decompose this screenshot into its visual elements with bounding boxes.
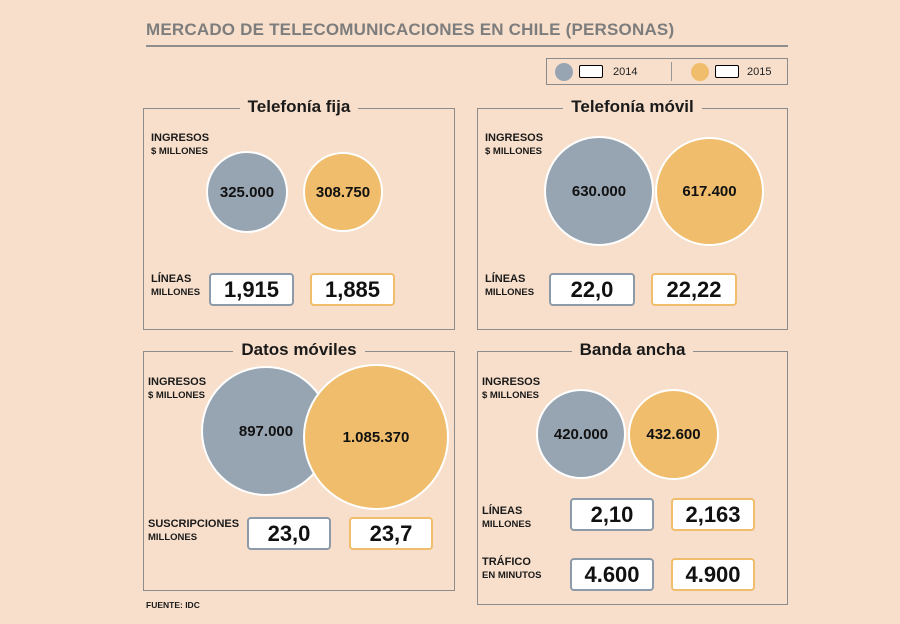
- legend-2014-box: [579, 65, 603, 78]
- bubble-2015: 432.600: [628, 389, 719, 480]
- legend-2015-dot: [691, 63, 709, 81]
- value-box-2014: 1,915: [209, 273, 294, 306]
- panel-title: Datos móviles: [233, 340, 365, 359]
- legend-2015-label: 2015: [747, 66, 772, 78]
- value-box-2014: 4.600: [570, 558, 654, 591]
- metric-label: LÍNEAS MILLONES: [482, 505, 532, 530]
- legend: 2014 2015: [546, 58, 788, 85]
- metric-label: LÍNEAS MILLONES: [485, 273, 535, 298]
- value-box-2015: 4.900: [671, 558, 755, 591]
- value-box-2014: 22,0: [549, 273, 635, 306]
- chart-title: MERCADO DE TELECOMUNICACIONES EN CHILE (…: [146, 20, 675, 39]
- legend-2014-label: 2014: [613, 66, 638, 78]
- bubble-2014: 630.000: [544, 136, 654, 246]
- ingresos-label: INGRESOS $ MILLONES: [485, 132, 544, 157]
- bubble-2015: 308.750: [303, 152, 383, 232]
- metric-label: TRÁFICO EN MINUTOS: [482, 556, 542, 581]
- metric-label: SUSCRIPCIONES MILLONES: [148, 518, 240, 543]
- value-box-2015: 1,885: [310, 273, 395, 306]
- panel-telefonia-movil: Telefonía móvil INGRESOS $ MILLONES 630.…: [477, 97, 788, 330]
- bubble-2014: 420.000: [536, 389, 626, 479]
- legend-separator: [671, 62, 672, 81]
- bubble-2014: 325.000: [206, 151, 288, 233]
- title-rule: [146, 45, 788, 47]
- metric-label: LÍNEAS MILLONES: [151, 273, 201, 298]
- value-box-2014: 23,0: [247, 517, 331, 550]
- value-box-2015: 22,22: [651, 273, 737, 306]
- value-box-2015: 23,7: [349, 517, 433, 550]
- panel-title: Banda ancha: [571, 340, 694, 359]
- legend-2014-dot: [555, 63, 573, 81]
- panel-title: Telefonía fija: [239, 97, 359, 116]
- panel-title: Telefonía móvil: [563, 97, 702, 116]
- panel-telefonia-fija: Telefonía fija INGRESOS $ MILLONES 325.0…: [143, 97, 455, 330]
- panel-banda-ancha: Banda ancha INGRESOS $ MILLONES 420.000 …: [477, 340, 788, 605]
- bubble-2015: 617.400: [655, 137, 764, 246]
- source-note: FUENTE: IDC: [146, 600, 200, 610]
- value-box-2015: 2,163: [671, 498, 755, 531]
- value-box-2014: 2,10: [570, 498, 654, 531]
- ingresos-label: INGRESOS $ MILLONES: [482, 376, 541, 401]
- bubble-2015: 1.085.370: [303, 364, 449, 510]
- ingresos-label: INGRESOS $ MILLONES: [151, 132, 210, 157]
- panel-datos-moviles: Datos móviles INGRESOS $ MILLONES 897.00…: [143, 340, 455, 591]
- legend-2015-box: [715, 65, 739, 78]
- ingresos-label: INGRESOS $ MILLONES: [148, 376, 207, 401]
